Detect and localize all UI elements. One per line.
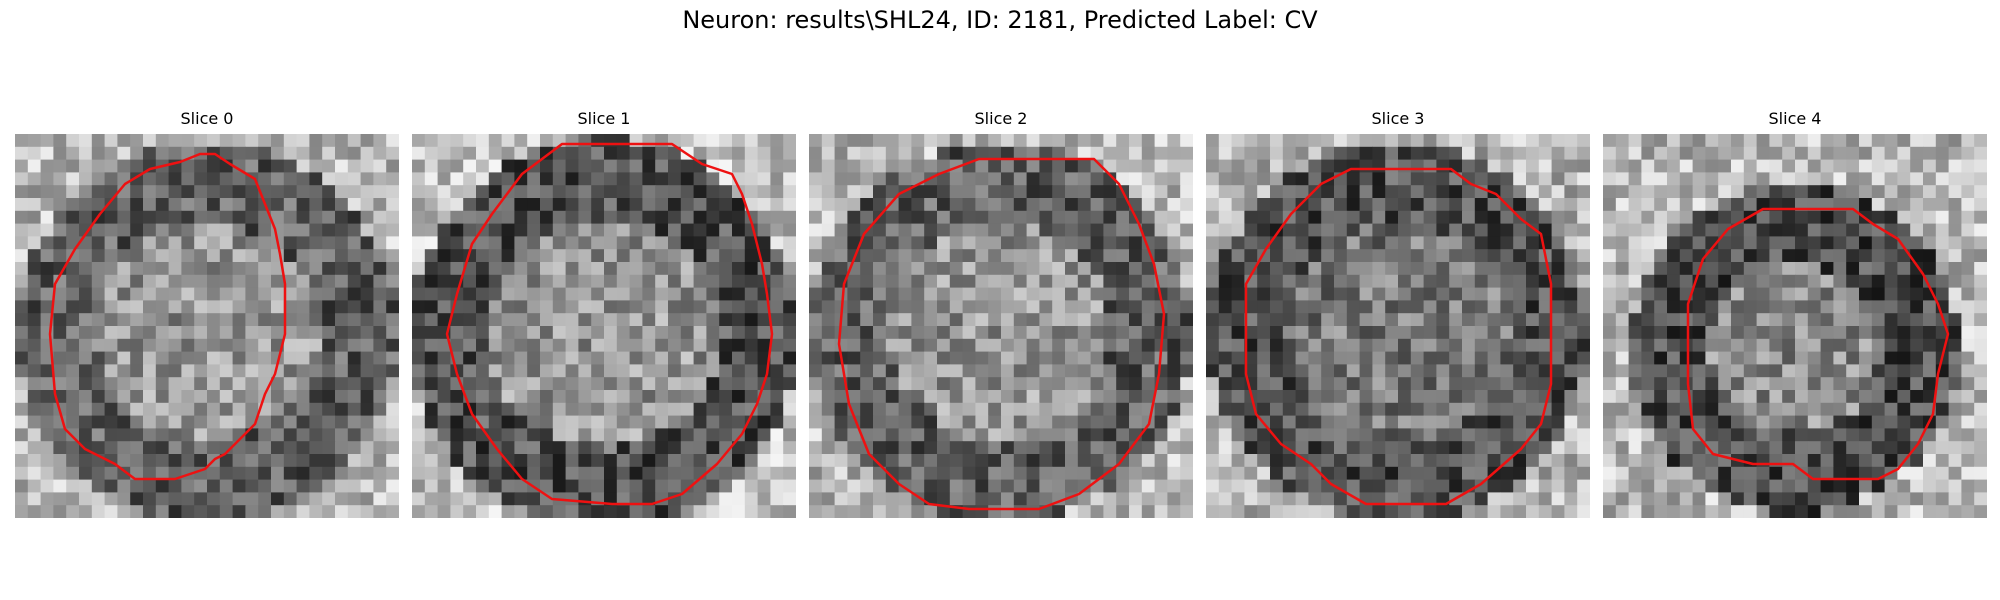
roi-contour xyxy=(1244,167,1553,506)
roi-contour xyxy=(837,157,1166,511)
slice-image xyxy=(412,134,796,518)
slice-title: Slice 4 xyxy=(1768,109,1822,128)
figure-title: Neuron: results\SHL24, ID: 2181, Predict… xyxy=(682,6,1318,34)
slice-title: Slice 1 xyxy=(577,109,631,128)
slice-image xyxy=(15,134,399,518)
slice-image xyxy=(1603,134,1987,518)
slice-title: Slice 0 xyxy=(180,109,234,128)
slice-title: Slice 2 xyxy=(974,109,1028,128)
roi-contour xyxy=(48,152,287,481)
slice-image xyxy=(809,134,1193,518)
roi-contour xyxy=(1686,207,1950,481)
roi-contour xyxy=(445,142,774,506)
slice-image xyxy=(1206,134,1590,518)
slice-title: Slice 3 xyxy=(1371,109,1425,128)
